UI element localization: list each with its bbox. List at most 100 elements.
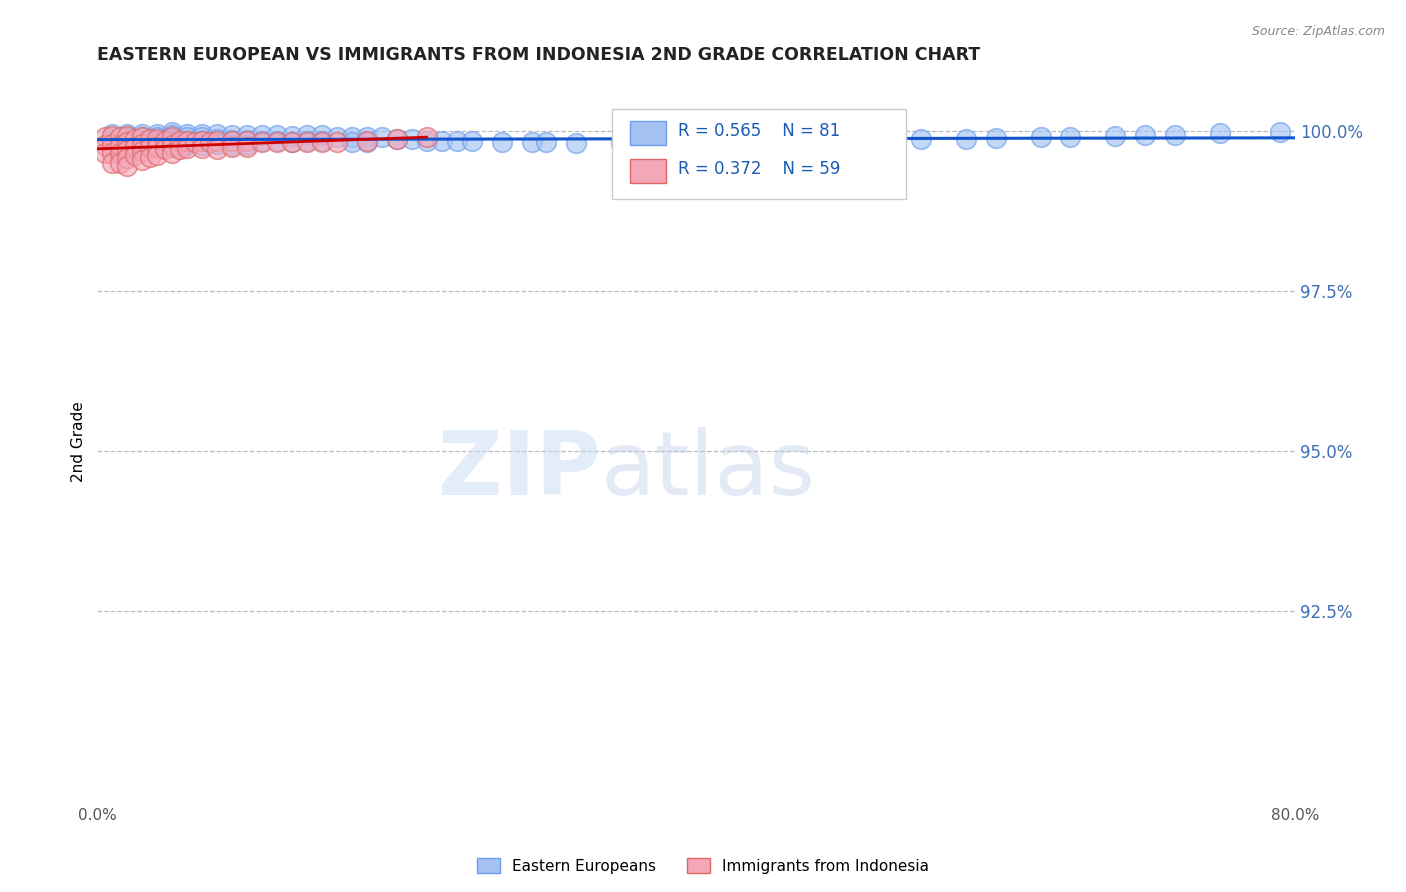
Point: [101, 134, 124, 148]
Point: [101, 136, 124, 151]
Point: [131, 145, 153, 159]
Point: [176, 134, 198, 148]
Point: [108, 130, 131, 145]
Point: [160, 128, 183, 143]
Point: [108, 146, 131, 161]
Point: [160, 140, 183, 154]
Point: [311, 128, 333, 143]
Point: [131, 130, 153, 145]
Point: [94, 146, 117, 161]
Point: [191, 138, 214, 153]
Point: [236, 133, 259, 147]
Point: [101, 156, 124, 170]
Point: [356, 135, 378, 149]
Point: [1164, 128, 1187, 142]
Point: [191, 134, 214, 148]
Point: [205, 131, 228, 145]
Point: [153, 142, 176, 156]
Point: [401, 132, 423, 146]
Point: [205, 142, 228, 156]
Point: [117, 136, 139, 151]
Point: [446, 134, 468, 148]
Point: [160, 125, 183, 139]
Point: [139, 149, 162, 163]
Point: [176, 138, 198, 153]
Point: [221, 134, 243, 148]
Point: [340, 135, 363, 149]
Point: [176, 141, 198, 155]
Point: [236, 140, 259, 154]
Text: ZIP: ZIP: [437, 427, 600, 514]
Point: [94, 138, 117, 153]
Point: [685, 136, 707, 150]
Point: [176, 127, 198, 141]
Point: [910, 132, 932, 146]
Point: [221, 128, 243, 143]
Point: [117, 136, 139, 150]
Point: [191, 130, 214, 145]
Point: [117, 127, 139, 141]
Point: [160, 130, 183, 145]
Point: [281, 136, 304, 150]
Point: [160, 131, 183, 145]
Point: [117, 129, 139, 144]
Text: Source: ZipAtlas.com: Source: ZipAtlas.com: [1251, 25, 1385, 38]
Point: [295, 128, 318, 143]
Point: [610, 136, 633, 150]
Text: EASTERN EUROPEAN VS IMMIGRANTS FROM INDONESIA 2ND GRADE CORRELATION CHART: EASTERN EUROPEAN VS IMMIGRANTS FROM INDO…: [97, 46, 980, 64]
Point: [984, 131, 1007, 145]
Point: [124, 140, 146, 154]
Point: [835, 134, 858, 148]
Point: [117, 143, 139, 157]
Point: [146, 140, 169, 154]
Y-axis label: 2nd Grade: 2nd Grade: [72, 401, 86, 482]
Point: [491, 135, 513, 149]
Point: [266, 135, 288, 149]
Point: [117, 151, 139, 165]
Point: [176, 130, 198, 145]
Point: [205, 127, 228, 141]
Point: [460, 134, 482, 148]
Point: [1268, 125, 1291, 139]
Point: [191, 127, 214, 141]
Point: [117, 159, 139, 173]
Point: [311, 134, 333, 148]
Point: [191, 141, 214, 155]
Point: [146, 131, 169, 145]
FancyBboxPatch shape: [613, 109, 905, 199]
Point: [131, 130, 153, 145]
Point: [415, 130, 437, 145]
Text: R = 0.565    N = 81: R = 0.565 N = 81: [678, 121, 841, 140]
Point: [108, 156, 131, 170]
Bar: [630, 160, 666, 183]
Legend: Eastern Europeans, Immigrants from Indonesia: Eastern Europeans, Immigrants from Indon…: [471, 852, 935, 880]
Point: [131, 134, 153, 148]
Point: [759, 135, 782, 149]
Point: [281, 129, 304, 144]
Point: [101, 146, 124, 161]
Point: [340, 130, 363, 145]
Point: [250, 134, 273, 148]
Point: [131, 136, 153, 151]
Point: [221, 138, 243, 153]
Point: [205, 136, 228, 151]
Point: [371, 130, 394, 145]
Bar: [630, 121, 666, 145]
Point: [295, 135, 318, 149]
Point: [108, 138, 131, 153]
Point: [236, 134, 259, 148]
Point: [160, 135, 183, 149]
Point: [191, 134, 214, 148]
Point: [1209, 127, 1232, 141]
Point: [356, 130, 378, 145]
Point: [655, 136, 678, 150]
Point: [236, 128, 259, 143]
Point: [385, 132, 408, 146]
Point: [101, 129, 124, 144]
Point: [790, 134, 813, 148]
Point: [266, 134, 288, 148]
Point: [714, 136, 737, 150]
Point: [295, 134, 318, 148]
Point: [101, 127, 124, 141]
Point: [385, 131, 408, 145]
